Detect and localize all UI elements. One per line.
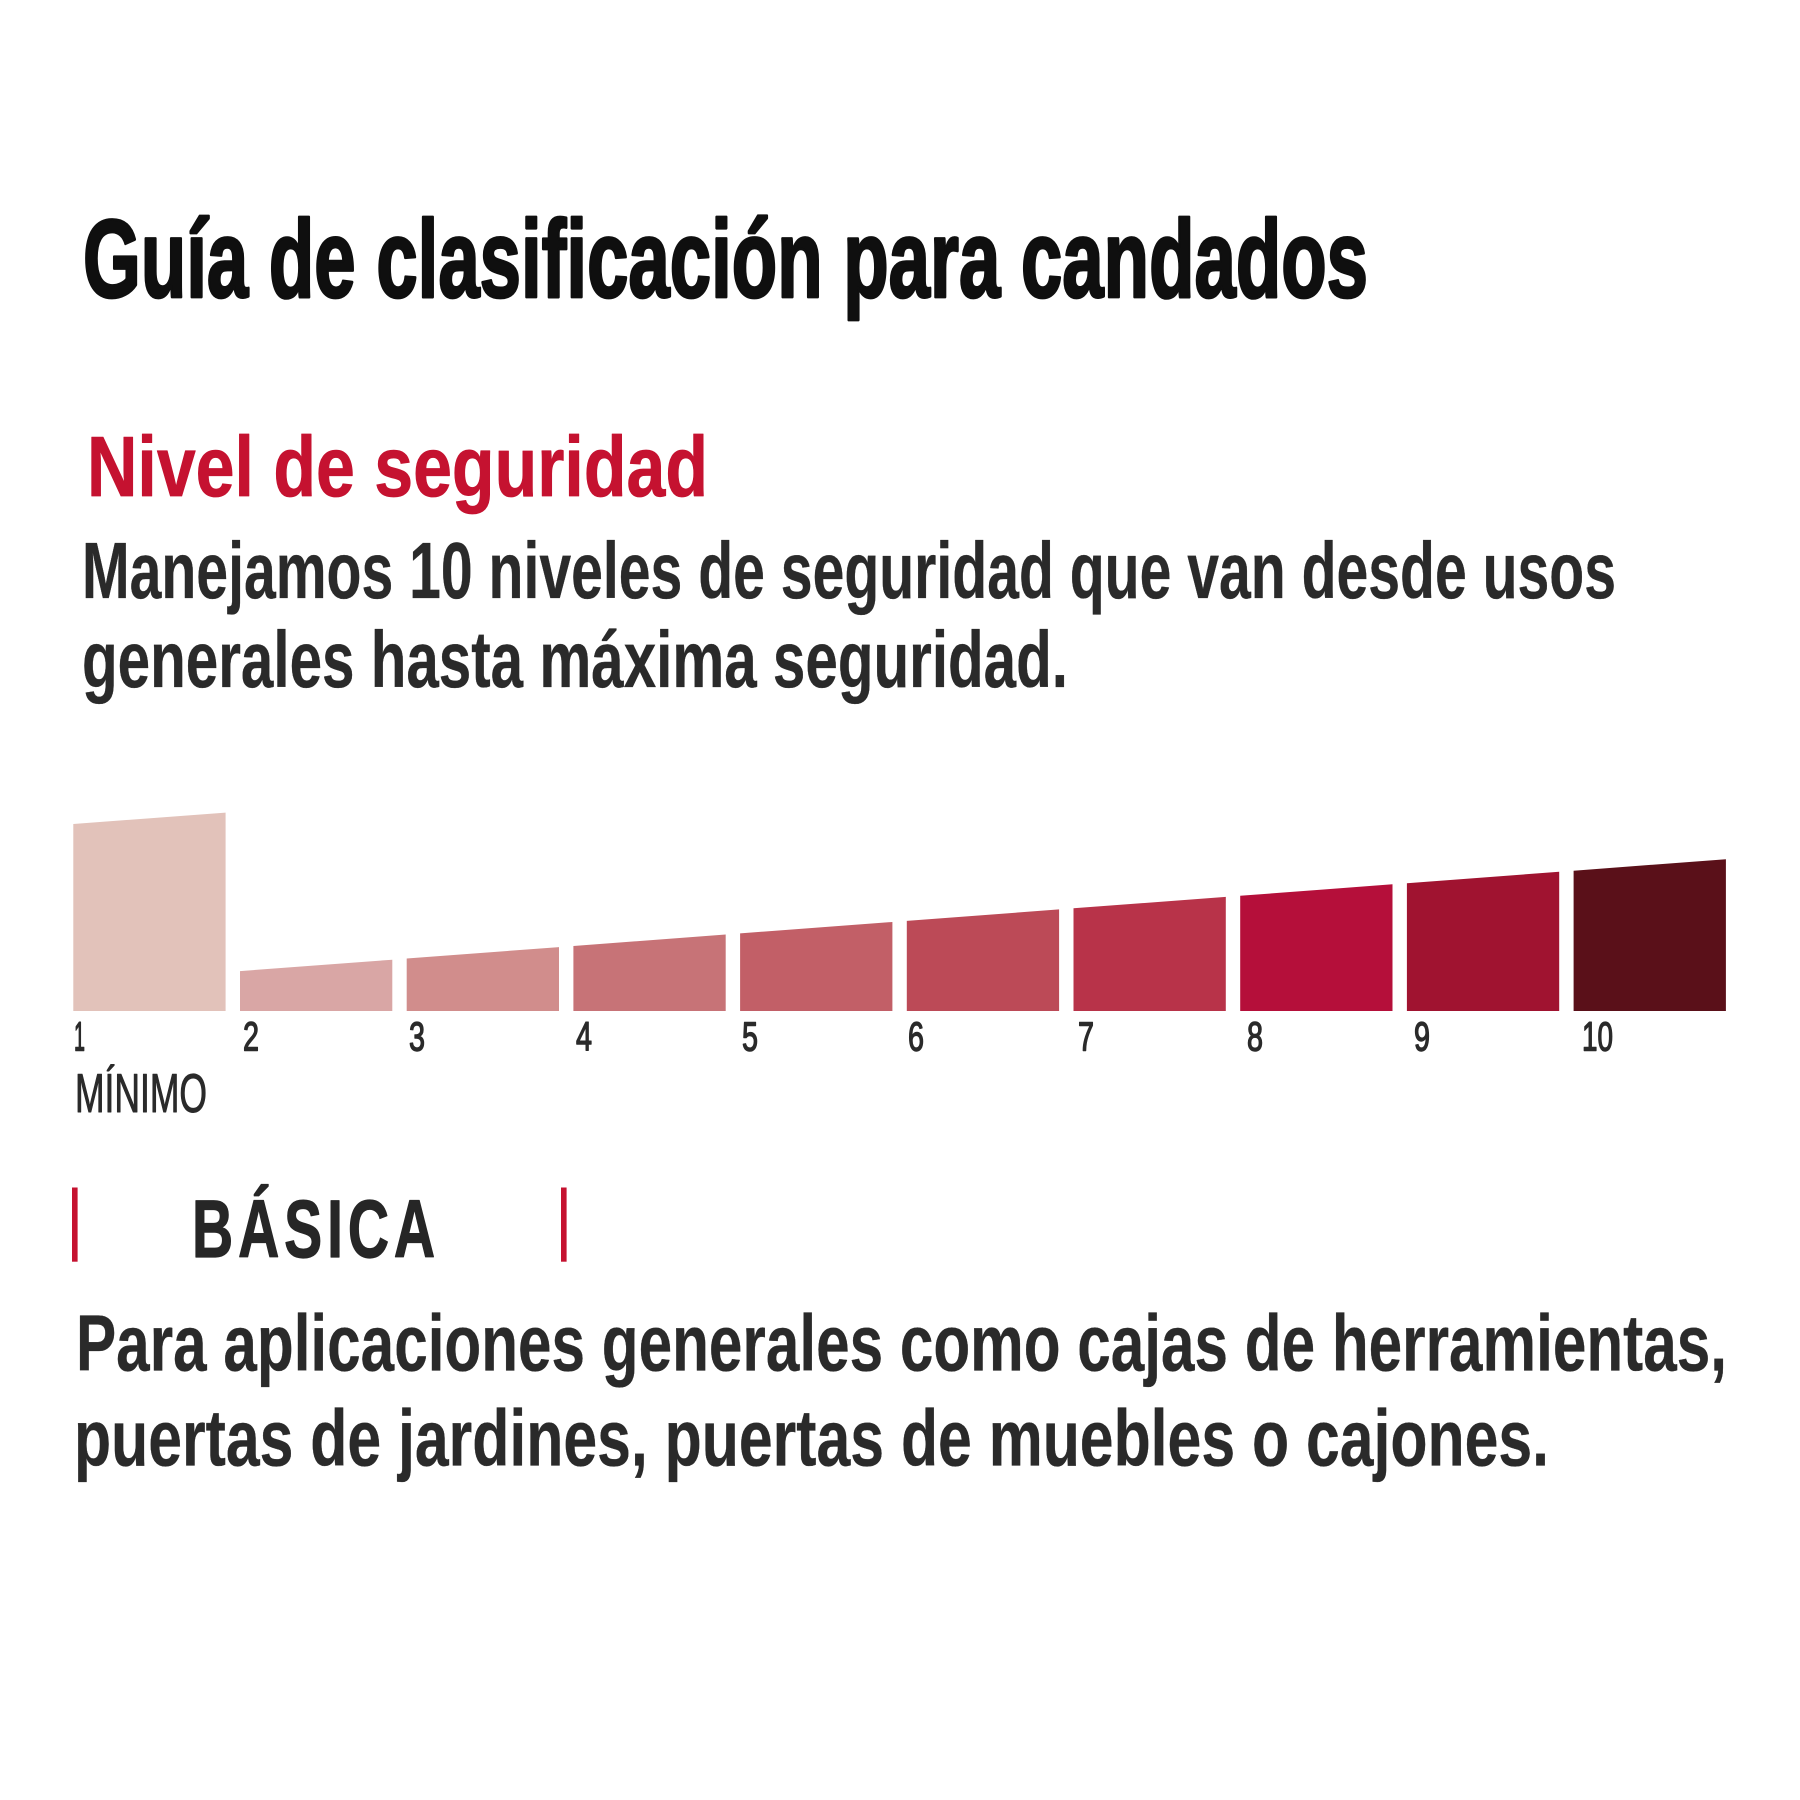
svg-text:7: 7 (1078, 1014, 1094, 1060)
svg-text:generales hasta máxima segurid: generales hasta máxima seguridad. (82, 615, 1068, 704)
svg-text:Nivel de seguridad: Nivel de seguridad (87, 420, 708, 515)
svg-text:Guía de clasificación para can: Guía de clasificación para candados (83, 198, 1368, 321)
svg-text:10: 10 (1582, 1014, 1613, 1060)
svg-text:BÁSICA: BÁSICA (192, 1184, 440, 1275)
svg-text:Manejamos 10 niveles de seguri: Manejamos 10 niveles de seguridad que va… (82, 526, 1616, 615)
svg-text:MÍNIMO: MÍNIMO (75, 1062, 207, 1124)
svg-text:9: 9 (1414, 1014, 1430, 1060)
svg-text:8: 8 (1247, 1014, 1263, 1060)
svg-text:puertas de jardines, puertas d: puertas de jardines, puertas de muebles … (74, 1394, 1549, 1483)
svg-text:6: 6 (908, 1014, 924, 1060)
svg-text:2: 2 (243, 1014, 259, 1060)
svg-text:5: 5 (742, 1014, 758, 1060)
svg-text:4: 4 (576, 1014, 592, 1060)
svg-text:3: 3 (409, 1014, 425, 1060)
svg-text:Para aplicaciones generales co: Para aplicaciones generales como cajas d… (76, 1299, 1727, 1388)
svg-text:1: 1 (74, 1014, 85, 1060)
